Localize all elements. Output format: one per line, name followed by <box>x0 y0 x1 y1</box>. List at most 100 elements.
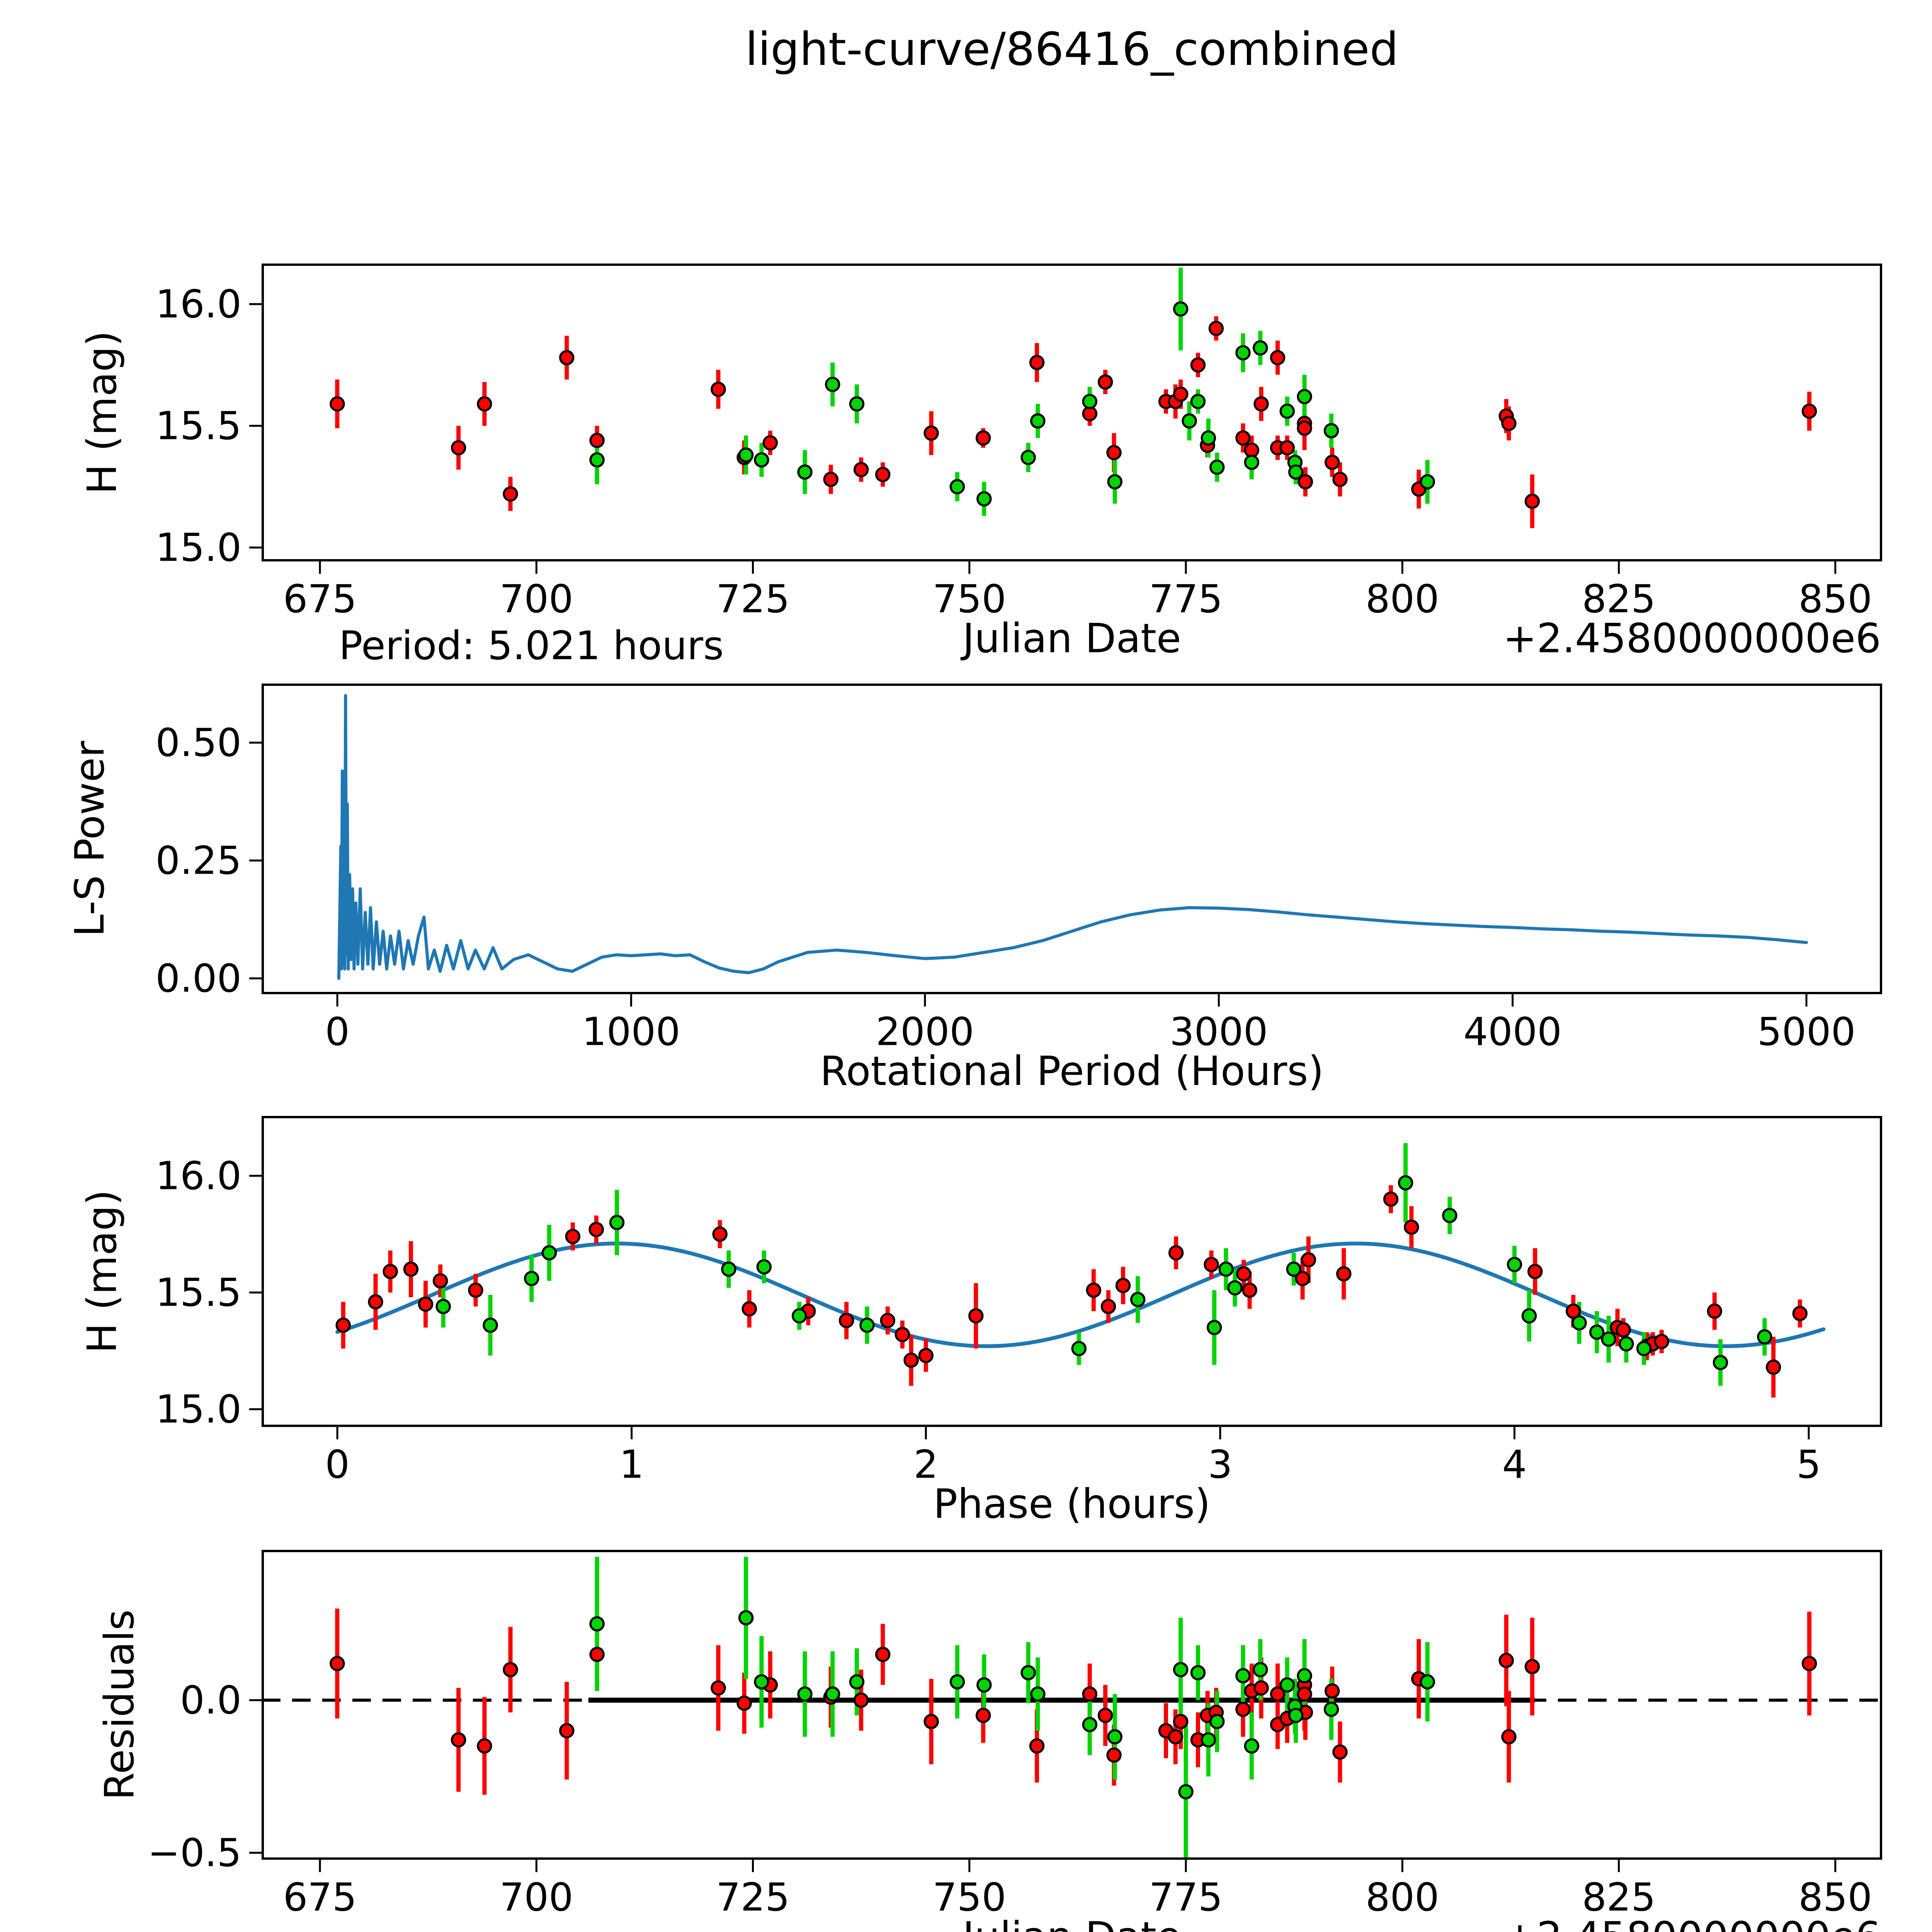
x-offset-label: +2.4580000000e6 <box>1503 1913 1881 1932</box>
x-tick-label: 2 <box>913 1442 938 1487</box>
x-tick-label: 3000 <box>1170 1009 1268 1054</box>
data-point <box>895 1327 910 1342</box>
data-point <box>368 1294 383 1310</box>
y-tick-label: −0.5 <box>148 1830 242 1876</box>
data-point <box>1178 1784 1194 1799</box>
data-point <box>1301 1252 1316 1268</box>
y-tick-label: 15.0 <box>155 525 242 570</box>
data-point <box>589 433 605 448</box>
data-point <box>418 1296 434 1312</box>
y-tick-label: 15.0 <box>155 1387 242 1432</box>
data-point <box>1383 1191 1399 1207</box>
data-point <box>503 486 518 502</box>
x-tick-label: 800 <box>1366 1874 1439 1920</box>
data-point <box>1190 394 1206 409</box>
period-annotation: Period: 5.021 hours <box>339 623 724 669</box>
data-point <box>1100 1299 1116 1314</box>
y-axis-label: L-S Power <box>66 741 113 937</box>
data-point <box>1279 1677 1295 1693</box>
data-point <box>949 1674 965 1690</box>
data-point <box>432 1273 448 1289</box>
data-point <box>1601 1332 1616 1347</box>
x-tick-label: 5 <box>1796 1442 1821 1487</box>
data-point <box>1253 396 1269 412</box>
data-point <box>1270 1686 1286 1702</box>
data-point <box>976 491 992 507</box>
data-point <box>1236 1266 1252 1282</box>
data-point <box>588 1222 604 1237</box>
data-point <box>1071 1341 1087 1356</box>
data-point <box>1404 1219 1419 1235</box>
y-tick-label: 0.00 <box>155 956 242 1001</box>
axes-frame <box>262 1116 1882 1427</box>
x-tick-label: 5000 <box>1757 1009 1856 1054</box>
x-tick-label: 1000 <box>582 1009 680 1054</box>
data-point <box>1279 440 1295 456</box>
data-point <box>1286 1261 1301 1277</box>
data-point <box>383 1264 398 1279</box>
panel-lightcurve: 675 700 725 750 775 800 825 850 16.0 15.5 15.0 Juli… <box>78 264 1882 662</box>
data-point <box>1020 1665 1036 1680</box>
x-tick-label: 700 <box>500 1874 573 1920</box>
x-tick-label: 675 <box>283 576 357 621</box>
data-point <box>1524 493 1540 509</box>
data-point <box>1201 430 1216 446</box>
data-point <box>1757 1329 1772 1345</box>
data-point <box>1082 1717 1097 1732</box>
y-tick-label: 15.5 <box>155 403 242 449</box>
x-tick-label: 1 <box>619 1442 644 1487</box>
data-point <box>797 1686 813 1702</box>
data-point <box>1168 1729 1183 1745</box>
data-point <box>1209 459 1225 475</box>
data-point <box>1190 357 1206 373</box>
figure-title: light-curve/86416_combined <box>745 22 1399 76</box>
data-point <box>1030 413 1046 429</box>
y-tick-label: 16.0 <box>155 1153 242 1199</box>
data-point <box>975 1708 991 1723</box>
data-point <box>1420 1674 1435 1690</box>
data-point <box>711 1680 726 1696</box>
data-point <box>853 462 869 478</box>
x-tick-label: 2000 <box>876 1009 975 1054</box>
data-point <box>1235 1701 1251 1717</box>
data-point <box>1242 1282 1257 1298</box>
data-point <box>1020 450 1036 465</box>
data-point <box>524 1271 539 1286</box>
data-point <box>1501 1729 1517 1745</box>
data-point <box>875 467 891 482</box>
data-point <box>1030 1686 1046 1702</box>
data-point <box>1323 423 1339 439</box>
data-point <box>483 1317 498 1333</box>
data-point <box>1323 1701 1339 1717</box>
data-point <box>721 1261 736 1277</box>
y-axis-label: H (mag) <box>78 1190 126 1353</box>
data-point <box>1082 1686 1097 1702</box>
data-point <box>330 1656 345 1671</box>
data-point <box>1654 1334 1669 1349</box>
y-tick-label: 0.25 <box>155 838 242 883</box>
data-point <box>1336 1266 1352 1282</box>
data-point <box>1130 1292 1146 1307</box>
ls-power-curve <box>337 694 1808 980</box>
data-point <box>1288 464 1304 480</box>
data-point <box>736 1696 752 1711</box>
data-point <box>875 1646 891 1662</box>
x-tick-label: 775 <box>1149 576 1223 621</box>
data-point <box>1168 1245 1184 1261</box>
data-point <box>1332 471 1348 487</box>
data-point <box>1619 1336 1634 1352</box>
data-point <box>1227 1280 1243 1296</box>
data-point <box>1253 1680 1269 1696</box>
data-point <box>1571 1315 1587 1331</box>
data-point <box>335 1317 351 1333</box>
data-point <box>1252 1662 1268 1677</box>
data-point <box>1029 355 1045 370</box>
data-point <box>968 1308 984 1324</box>
data-point <box>1297 389 1312 405</box>
data-point <box>976 1677 992 1693</box>
x-tick-label: 825 <box>1582 576 1656 621</box>
data-point <box>477 396 492 412</box>
data-point <box>975 430 991 446</box>
data-point <box>849 1674 865 1690</box>
